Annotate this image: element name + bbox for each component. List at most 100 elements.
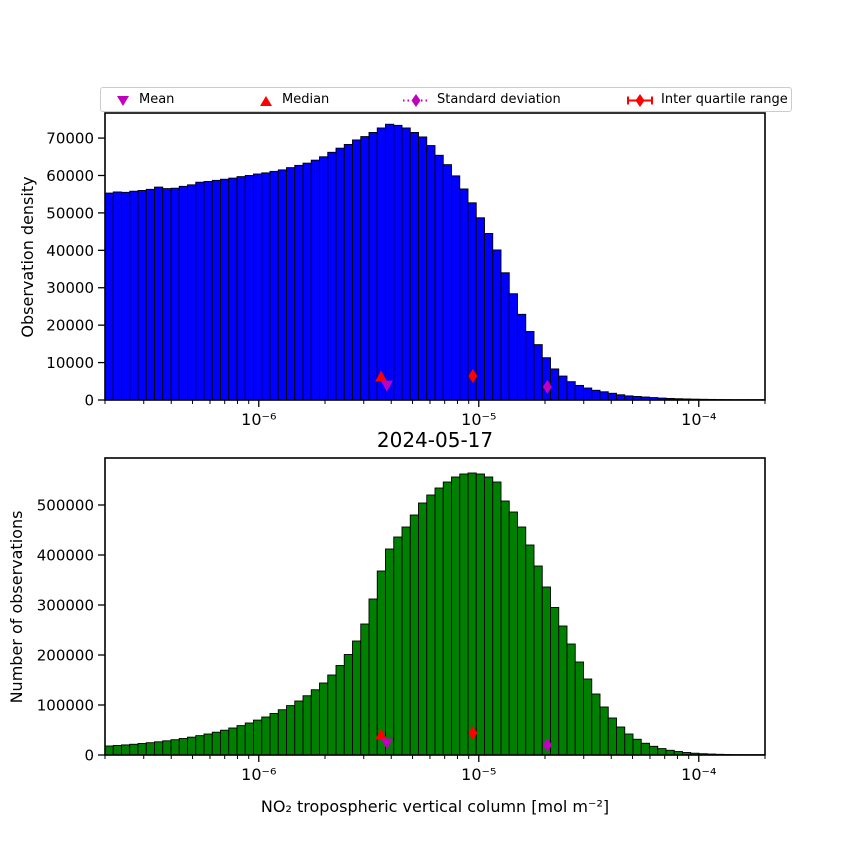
histogram-bar [484,476,494,756]
histogram-bar [277,709,287,756]
histogram-bar [640,742,650,756]
histogram-bar [434,154,444,401]
bottom-histogram-stat-markers [375,726,552,752]
bottom-histogram-spines [104,457,766,756]
histogram-bar [533,565,543,756]
median-marker-icon [375,370,388,382]
histogram-bar [484,233,494,401]
histogram-bar [269,713,279,756]
legend-item-mean: Mean [114,88,174,111]
median-marker-icon [260,95,272,106]
histogram-bar [385,123,395,401]
top-histogram-y-ticks: 0 10000 20000 30000 40000 50000 60000 70000 [46,130,105,410]
y-tick-label: 20000 [46,317,94,335]
histogram-bar [624,733,634,756]
histogram-bar [426,494,436,756]
histogram-bar [244,175,254,401]
histogram-bar [409,514,419,756]
histogram-bar [253,719,263,756]
x-tick-label: 10⁻⁵ [461,410,496,429]
histogram-bar [475,217,485,401]
histogram-bar [409,132,419,401]
histogram-bar [137,743,147,756]
histogram-bar [302,695,312,756]
histogram-bar [310,689,320,756]
histogram-bar [599,706,609,756]
histogram-bar [632,738,642,756]
histogram-bar [228,727,238,756]
top-histogram-bars [104,123,766,401]
histogram-bar [376,127,386,401]
y-tick-label: 10000 [46,354,94,372]
histogram-bar [178,185,188,401]
histogram-bar [649,745,659,756]
histogram-bar [418,136,428,401]
histogram-bar [170,739,180,756]
histogram-bar [508,293,518,401]
histogram-bar [187,184,197,401]
top-y-axis-label: Observation density [18,176,37,337]
histogram-bar [607,717,617,756]
histogram-bar [335,147,345,401]
histogram-bar [500,500,510,756]
histogram-bar [220,178,230,401]
histogram-bar [112,191,122,401]
y-tick-label: 300000 [37,597,94,615]
histogram-bar [343,143,353,401]
histogram-bar [360,136,370,401]
histogram-bar [162,740,172,756]
histogram-bar [467,472,477,756]
std-marker-icon [542,738,552,752]
bottom-histogram-y-ticks: 0 100000 200000 300000 400000 500000 [37,497,105,765]
histogram-bar [261,172,271,401]
histogram-bar [129,743,139,756]
legend-label-mean: Mean [139,92,175,107]
y-tick-label: 40000 [46,242,94,260]
figure-title: 2024-05-17 [377,428,493,452]
histogram-bar [616,726,626,756]
histogram-bar [393,124,403,401]
histogram-bar [607,392,617,401]
histogram-bar [492,481,502,756]
histogram-bar [451,476,461,756]
histogram-bar [541,586,551,756]
iqr-marker-icon [468,369,478,384]
histogram-bar [145,188,155,401]
y-tick-label: 70000 [46,130,94,148]
histogram-bar [121,191,131,401]
histogram-bar [195,181,205,401]
histogram-bar [154,741,164,756]
x-tick-label: 10⁻⁶ [241,410,276,429]
histogram-bar [492,249,502,401]
mean-marker-icon [117,95,129,106]
histogram-bar [145,742,155,756]
legend: Mean Median Standard deviation Inter qua… [100,87,792,112]
histogram-bar [442,481,452,756]
histogram-bar [533,344,543,401]
standard-deviation-marker-icon [403,93,429,107]
histogram-bar [500,272,510,401]
bottom-histogram-bars [104,472,766,756]
y-tick-label: 50000 [46,204,94,222]
y-tick-label: 500000 [37,497,94,515]
histogram-bar [286,705,296,756]
histogram-bar [525,544,535,756]
histogram-bar [211,731,221,756]
histogram-bar [583,678,593,756]
histogram-bar [541,357,551,401]
histogram-bar [195,735,205,756]
histogram-bar [335,665,345,756]
top-histogram-x-ticks: 10⁻⁶ 10⁻⁵ 10⁻⁴ [104,400,766,429]
x-tick-label: 10⁻⁴ [681,410,716,429]
x-tick-label: 10⁻⁶ [241,765,276,784]
x-axis-label: NO₂ tropospheric vertical column [mol m⁻… [261,797,609,816]
histogram-bar [236,176,246,401]
histogram-bar [566,381,576,401]
histogram-bar [368,598,378,756]
std-marker-icon [542,379,552,394]
histogram-bar [129,190,139,401]
bottom-histogram-x-ticks: 10⁻⁶ 10⁻⁵ 10⁻⁴ [104,755,766,784]
histogram-bar [220,729,230,756]
histogram-bar [550,607,560,756]
